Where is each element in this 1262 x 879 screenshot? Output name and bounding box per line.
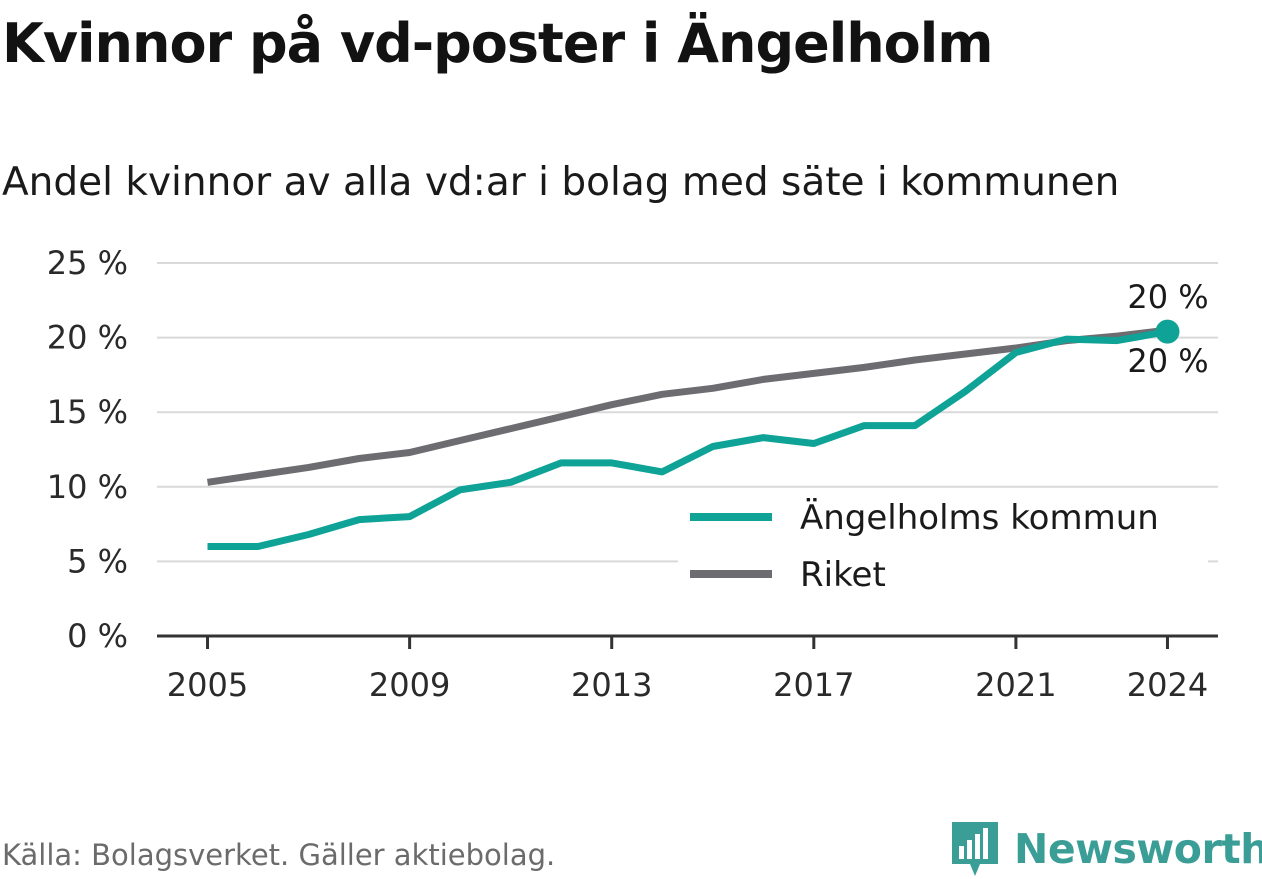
y-tick-label-5: 5 % bbox=[67, 542, 128, 580]
source-note: Källa: Bolagsverket. Gäller aktiebolag. bbox=[2, 838, 556, 872]
x-tick-label-2021: 2021 bbox=[975, 666, 1056, 704]
x-tick-label-2009: 2009 bbox=[369, 666, 450, 704]
legend-background bbox=[678, 490, 1208, 610]
legend: Ängelholms kommun Riket bbox=[678, 490, 1208, 610]
end-labels: 20 % 20 % bbox=[1127, 278, 1208, 380]
end-label-kommun: 20 % bbox=[1127, 342, 1208, 380]
x-tick-label-2013: 2013 bbox=[571, 666, 652, 704]
series-endpoint-kommun bbox=[1155, 319, 1180, 344]
brand-name: Newsworthy bbox=[1014, 825, 1262, 873]
y-axis: 0 % 5 % 10 % 15 % 20 % 25 % bbox=[47, 244, 128, 655]
x-axis: 2005 2009 2013 2017 2021 2024 bbox=[157, 634, 1218, 704]
legend-label-riket: Riket bbox=[800, 555, 886, 595]
newsworthy-logo-icon bbox=[952, 822, 998, 876]
y-tick-label-15: 15 % bbox=[47, 393, 128, 431]
series-lines bbox=[206, 319, 1180, 550]
series-line-kommun bbox=[207, 328, 1169, 550]
legend-label-kommun: Ängelholms kommun bbox=[800, 498, 1159, 538]
end-label-riket: 20 % bbox=[1127, 278, 1208, 316]
x-tick-label-2024: 2024 bbox=[1127, 666, 1208, 704]
y-tick-label-20: 20 % bbox=[47, 319, 128, 357]
series-line-riket bbox=[206, 326, 1168, 486]
chart-subtitle: Andel kvinnor av alla vd:ar i bolag med … bbox=[2, 160, 1120, 205]
y-tick-label-10: 10 % bbox=[47, 468, 128, 506]
x-tick-label-2017: 2017 bbox=[773, 666, 854, 704]
x-tick-label-2005: 2005 bbox=[167, 666, 248, 704]
chart-title: Kvinnor på vd-poster i Ängelholm bbox=[2, 12, 994, 75]
brand[interactable]: Newsworthy bbox=[950, 820, 1262, 878]
y-tick-label-0: 0 % bbox=[67, 617, 128, 655]
y-tick-label-25: 25 % bbox=[47, 244, 128, 282]
